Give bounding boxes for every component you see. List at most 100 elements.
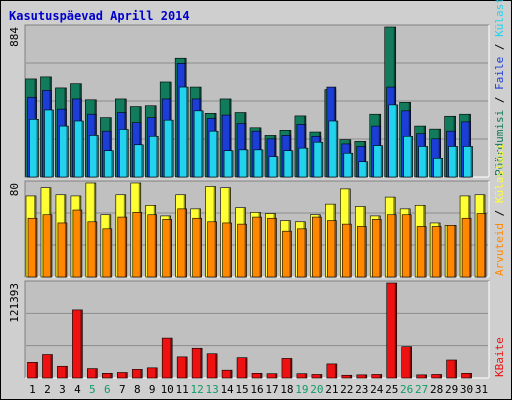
bar-kbytes-day-6 [102, 373, 113, 379]
x-tick-label-29: 29 [445, 383, 458, 396]
bar-kbytes-day-20 [311, 374, 323, 379]
x-tick-label-7: 7 [119, 383, 126, 396]
bar-kbytes-day-19 [296, 373, 308, 379]
bar-sites-day-4 [72, 209, 83, 278]
bar-kbytes-day-16 [251, 373, 263, 379]
bar-kbytes-day-18 [281, 358, 293, 379]
bar-sites-day-18 [282, 230, 292, 278]
bar-files-day-20 [313, 141, 324, 178]
panel-background [24, 280, 490, 379]
bar-files-day-5 [89, 135, 99, 178]
bar-files-day-28 [433, 158, 443, 178]
x-tick-label-28: 28 [430, 383, 443, 396]
bar-files-day-3 [59, 125, 69, 178]
x-axis-labels: 1 2 3 4 5 6 7 8 9 10 11 12 13 14 15 16 17 18 19 20 21 22 23 24 2… [29, 383, 488, 396]
x-tick-label-17: 17 [265, 383, 278, 396]
bar-files-day-19 [298, 147, 309, 178]
bar-kbytes-day-22 [341, 374, 353, 379]
panel-middle: 80 Arvuteid / Külastusi [8, 144, 506, 278]
bar-sites-day-31 [476, 213, 487, 278]
bar-files-day-9 [148, 135, 159, 178]
bar-files-day-16 [253, 149, 264, 178]
bar-files-day-7 [119, 129, 129, 178]
bar-sites-day-14 [222, 222, 232, 278]
bar-files-day-14 [223, 150, 234, 178]
bar-files-day-12 [193, 110, 204, 178]
legend-text: / [493, 90, 506, 110]
bar-sites-day-21 [327, 220, 337, 278]
panel-middle-legend-label: Arvuteid / Külastusi [493, 144, 506, 276]
x-tick-label-24: 24 [370, 383, 384, 396]
bar-files-day-15 [238, 149, 249, 178]
bar-kbytes-day-27 [416, 374, 427, 379]
bar-kbytes-day-10 [161, 337, 173, 379]
x-tick-label-5: 5 [89, 383, 96, 396]
bar-kbytes-day-9 [146, 367, 158, 379]
bar-sites-day-2 [42, 214, 53, 278]
legend-text: Faile [493, 57, 506, 90]
x-tick-label-6: 6 [104, 383, 111, 396]
bar-kbytes-day-29 [446, 359, 457, 379]
bar-sites-day-24 [371, 219, 382, 278]
bar-kbytes-day-30 [461, 373, 472, 379]
x-tick-label-19: 19 [295, 383, 308, 396]
bar-files-day-26 [403, 135, 413, 178]
bar-files-day-25 [388, 104, 399, 178]
panel-bottom: 121393 KBaite [8, 280, 506, 379]
bar-files-day-13 [208, 130, 219, 178]
x-tick-label-31: 31 [475, 383, 488, 396]
legend-text: / [493, 203, 506, 223]
legend-text: Pöördumisi [493, 110, 506, 176]
bar-kbytes-day-23 [356, 374, 368, 379]
x-tick-label-30: 30 [460, 383, 473, 396]
bar-sites-day-29 [446, 225, 457, 278]
bar-files-day-8 [133, 144, 144, 178]
bar-files-day-4 [74, 120, 84, 178]
bar-kbytes-day-13 [206, 353, 218, 379]
bar-sites-day-28 [431, 226, 442, 278]
x-tick-label-10: 10 [161, 383, 174, 396]
bar-kbytes-day-17 [266, 373, 278, 379]
bar-sites-day-17 [267, 217, 277, 278]
legend-text: / [493, 37, 506, 57]
bar-files-day-21 [328, 120, 339, 178]
bar-kbytes-day-24 [371, 374, 383, 379]
legend-text: Arvuteid [493, 223, 506, 276]
bar-sites-day-9 [147, 214, 158, 278]
bar-files-day-30 [463, 146, 473, 178]
panel-middle-max-label: 80 [8, 183, 21, 196]
bar-sites-day-30 [461, 217, 472, 278]
bar-kbytes-day-8 [131, 369, 143, 379]
bar-sites-day-26 [401, 214, 412, 278]
bar-kbytes-day-5 [87, 368, 98, 379]
panel-bottom-legend-label: KBaite [493, 337, 506, 377]
bar-files-day-18 [283, 150, 294, 178]
x-tick-label-1: 1 [29, 383, 36, 396]
bar-files-day-2 [44, 109, 54, 178]
bar-files-day-29 [448, 146, 458, 178]
x-tick-label-27: 27 [415, 383, 428, 396]
bar-kbytes-day-4 [72, 309, 83, 379]
panel-top-legend-label: Pöördumisi / Faile / Külastatud lk [493, 0, 506, 176]
bar-sites-day-13 [207, 221, 217, 278]
x-tick-label-21: 21 [325, 383, 338, 396]
chart-panels: 884 Pöördumisi / Faile / Külastatud lk 80 A… [8, 0, 506, 379]
bar-files-day-1 [29, 119, 39, 178]
legend-text: Külastatud lk [493, 0, 506, 37]
bar-kbytes-day-11 [176, 356, 188, 379]
bar-sites-day-7 [117, 216, 128, 278]
panel-top-max-label: 884 [8, 27, 21, 47]
x-tick-label-18: 18 [280, 383, 293, 396]
bar-kbytes-day-28 [431, 374, 442, 379]
x-tick-label-26: 26 [400, 383, 413, 396]
bar-kbytes-day-1 [27, 362, 38, 379]
bar-files-day-23 [358, 161, 369, 178]
chart-title: Kasutuspäevad Aprill 2014 [9, 9, 190, 23]
bar-kbytes-day-2 [42, 354, 53, 379]
bar-files-day-27 [418, 146, 428, 178]
bar-sites-day-11 [177, 208, 187, 278]
x-tick-label-20: 20 [310, 383, 323, 396]
bar-sites-day-10 [162, 219, 173, 278]
bar-sites-day-16 [252, 216, 262, 278]
x-tick-label-12: 12 [191, 383, 204, 396]
